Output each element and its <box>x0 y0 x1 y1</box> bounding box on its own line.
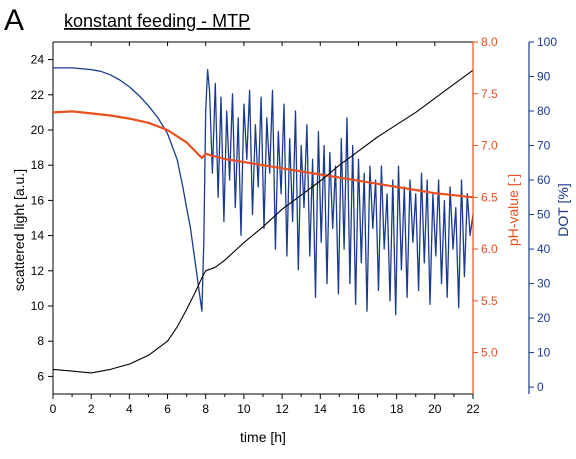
y-tick-label-dot: 50 <box>537 208 551 222</box>
y-tick-label-scattered-light: 22 <box>31 88 45 102</box>
x-tick-label: 2 <box>88 402 95 416</box>
y-axis-label-ph: pH-value [-] <box>505 174 521 246</box>
y-tick-label-scattered-light: 20 <box>31 123 45 137</box>
chart-title: konstant feeding - MTP <box>64 11 250 31</box>
x-tick-label: 0 <box>50 402 57 416</box>
y-axis-label-scattered-light: scattered light [a.u.] <box>11 169 27 291</box>
x-tick-label: 18 <box>390 402 404 416</box>
y-tick-label-scattered-light: 6 <box>37 369 44 383</box>
y-axis-label-dot: DOT [%] <box>555 183 571 236</box>
x-tick-label: 22 <box>466 402 480 416</box>
y-tick-label-dot: 90 <box>537 70 551 84</box>
y-tick-label-ph: 6.0 <box>481 242 498 256</box>
x-tick-label: 16 <box>352 402 366 416</box>
x-tick-label: 8 <box>202 402 209 416</box>
y-tick-label-dot: 20 <box>537 311 551 325</box>
series-line-scattered-light <box>52 69 474 374</box>
y-tick-label-ph: 8.0 <box>481 35 498 49</box>
y-tick-label-dot: 100 <box>537 35 557 49</box>
y-tick-label-scattered-light: 18 <box>31 158 45 172</box>
panel-letter: A <box>4 4 24 37</box>
y-tick-label-scattered-light: 16 <box>31 193 45 207</box>
y-tick-label-dot: 70 <box>537 139 551 153</box>
series-line-dot <box>53 67 474 316</box>
y-tick-label-scattered-light: 10 <box>31 299 45 313</box>
y-tick-label-dot: 0 <box>537 380 544 394</box>
y-tick-label-scattered-light: 12 <box>31 264 45 278</box>
x-tick-label: 14 <box>314 402 328 416</box>
y-tick-label-dot: 40 <box>537 242 551 256</box>
series-line-ph <box>52 110 474 199</box>
x-tick-label: 4 <box>126 402 133 416</box>
y-tick-label-scattered-light: 14 <box>31 229 45 243</box>
y-tick-label-dot: 80 <box>537 104 551 118</box>
y-tick-label-scattered-light: 24 <box>31 53 45 67</box>
plot-frame <box>52 41 474 395</box>
x-tick-label: 20 <box>428 402 442 416</box>
y-tick-label-dot: 60 <box>537 173 551 187</box>
y-tick-label-ph: 5.0 <box>481 346 498 360</box>
y-tick-label-ph: 7.0 <box>481 139 498 153</box>
x-tick-label: 10 <box>237 402 251 416</box>
y-tick-label-dot: 30 <box>537 277 551 291</box>
axes-layer: 0 2 4 6 8 10 12 14 16 18 20 226810121416182022245.0… <box>31 35 558 416</box>
y-tick-label-ph: 5.5 <box>481 294 498 308</box>
y-tick-label-scattered-light: 8 <box>37 334 44 348</box>
y-tick-label-ph: 7.5 <box>481 87 498 101</box>
y-tick-label-ph: 6.5 <box>481 190 498 204</box>
x-tick-label: 6 <box>164 402 171 416</box>
x-axis-label: time [h] <box>240 429 286 445</box>
x-tick-label: 12 <box>275 402 289 416</box>
y-tick-label-dot: 10 <box>537 346 551 360</box>
series-layer <box>52 67 474 374</box>
